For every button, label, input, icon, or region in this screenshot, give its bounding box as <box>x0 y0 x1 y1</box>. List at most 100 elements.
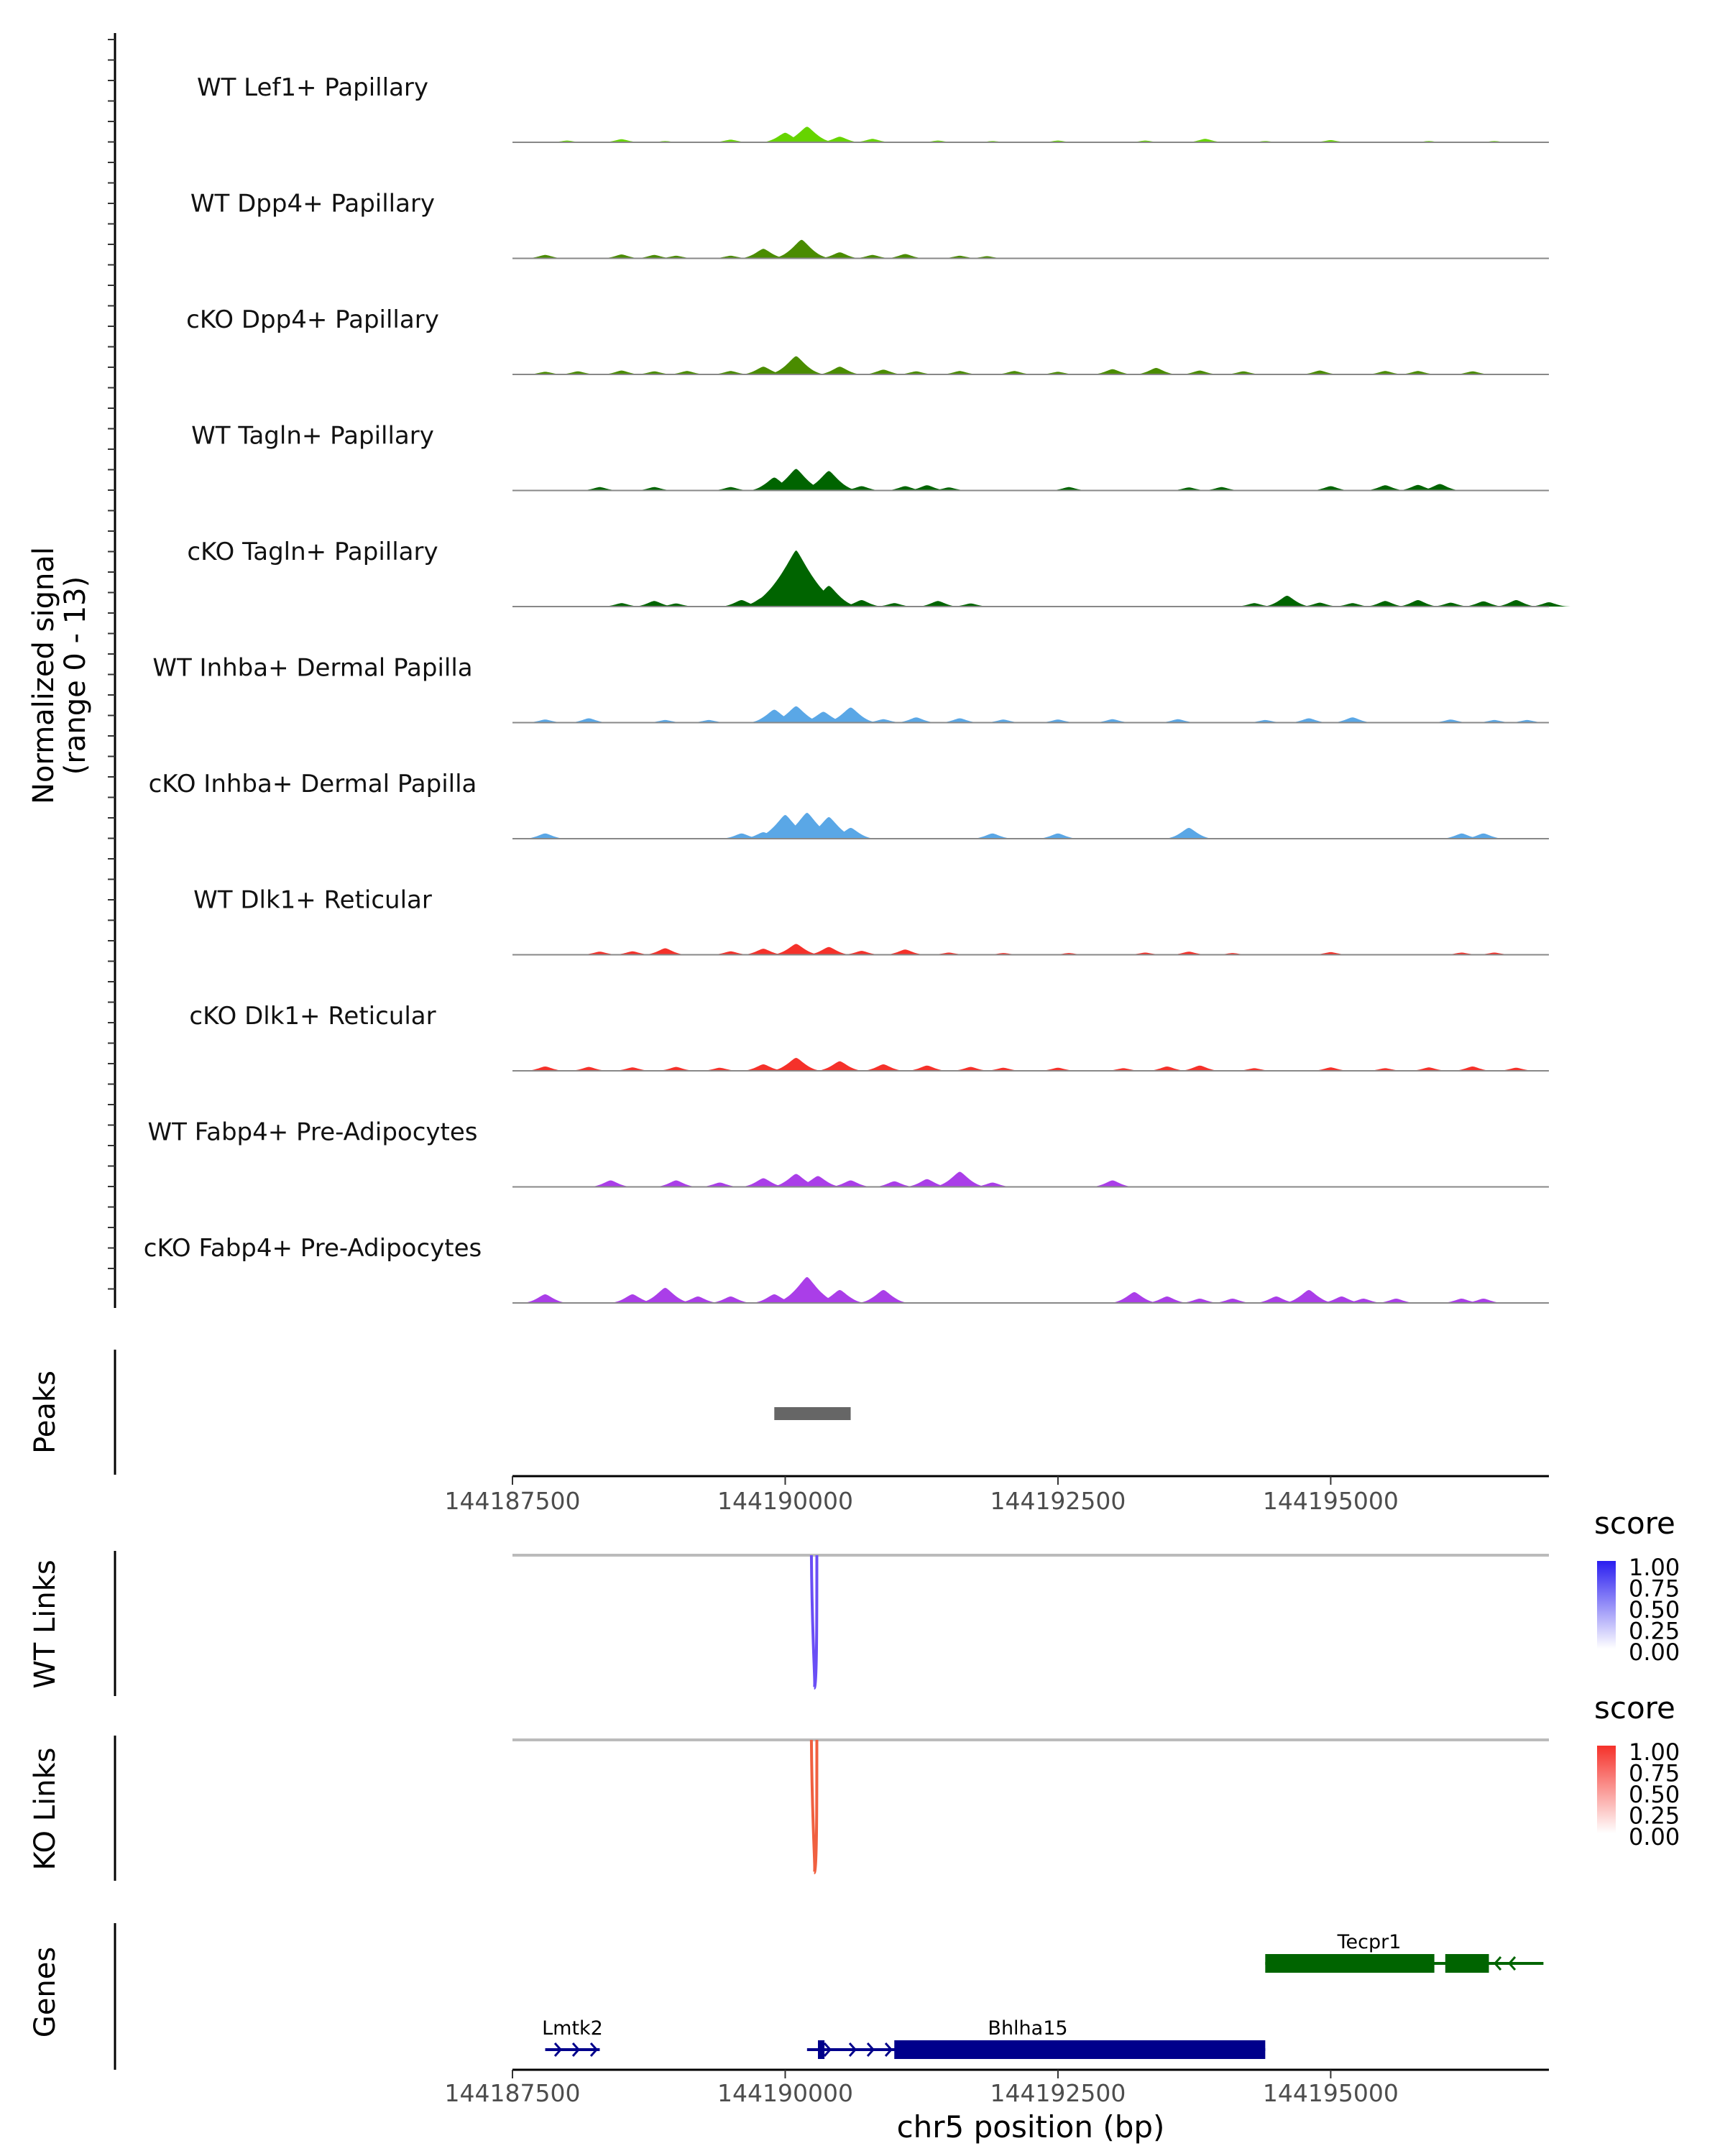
x-tick-label: 144187500 <box>445 2079 581 2107</box>
track-signal <box>587 1171 1136 1187</box>
peak-region <box>774 1407 851 1420</box>
legend-tick-label: 0.75 <box>1629 1760 1680 1787</box>
coverage-peak <box>740 949 786 955</box>
track-label: cKO Dlk1+ Reticular <box>189 1002 436 1031</box>
coverage-peak <box>840 951 883 955</box>
coverage-peak <box>883 254 927 259</box>
coverage-panel: Normalized signal(range 0 - 13) WT Lef1+ … <box>27 33 1570 1308</box>
coverage-peak <box>633 371 676 374</box>
legend-tick-label: 0.75 <box>1629 1575 1680 1603</box>
coverage-peak <box>600 370 643 374</box>
coverage-peak <box>1144 1296 1190 1303</box>
coverage-peak <box>1461 601 1506 607</box>
peaks-panel: Peaks 144187500 144190000 144192500 14419500… <box>29 1350 1549 1515</box>
genes-panel: Genes Tecpr1 Lmtk2 Bhlha15 144187500 14419000… <box>29 1923 1549 2145</box>
coverage-peak <box>1429 602 1472 607</box>
coverage-peak <box>949 603 992 607</box>
coverage-peak <box>938 718 982 723</box>
coverage-peak <box>1133 368 1179 374</box>
coverage-peak <box>633 254 676 259</box>
coverage-peak <box>1495 1067 1537 1071</box>
coverage-peak <box>1374 1299 1418 1303</box>
gene-exon <box>818 2040 825 2059</box>
coverage-peak <box>1047 487 1090 491</box>
coverage-peak <box>739 1178 788 1187</box>
coverage-peak <box>520 1294 570 1303</box>
coverage-peak <box>1177 1065 1223 1071</box>
coverage-peak <box>611 1067 654 1071</box>
coverage-peak <box>770 239 833 259</box>
strand-arrow <box>553 2042 563 2057</box>
coverage-peak <box>797 471 861 491</box>
coverage-peak <box>792 1176 845 1187</box>
coverage-peak <box>905 485 949 491</box>
legend-tick-label: 0.50 <box>1629 1596 1680 1623</box>
coverage-peak <box>1282 1290 1337 1303</box>
coverage-peak <box>1036 833 1080 839</box>
coverage-peak <box>632 601 677 607</box>
strand-arrow <box>848 2042 857 2057</box>
coverage-peak <box>698 1182 742 1187</box>
coverage-peak <box>827 1180 874 1187</box>
coverage-peak <box>1363 601 1408 607</box>
coverage-peak <box>903 1179 951 1187</box>
coverage-peak <box>817 137 862 142</box>
coverage-peak <box>607 1294 657 1303</box>
coverage-peak <box>1451 371 1494 374</box>
coverage-peak <box>709 371 752 374</box>
coverage-peak <box>812 1290 868 1303</box>
coverage-peak <box>970 833 1015 839</box>
coverage-peak <box>770 944 822 955</box>
coverage-peak <box>524 254 566 259</box>
coverage-peak <box>1397 371 1440 374</box>
gene-exon <box>1265 1954 1435 1973</box>
coverage-peak <box>707 1296 754 1303</box>
coverage-peak <box>523 833 568 839</box>
coverage-peak <box>655 603 697 607</box>
coverage-peak <box>1168 487 1210 491</box>
coverage-peak <box>931 1171 989 1187</box>
coverage-peak <box>1253 1296 1300 1303</box>
coverage-peak <box>814 1061 865 1071</box>
coverage-peak <box>567 718 611 723</box>
coverage-peak <box>1330 717 1375 723</box>
coverage-peak <box>778 126 837 142</box>
coverage-peak <box>738 249 788 259</box>
coverage-peak <box>766 706 826 723</box>
coverage-peak <box>822 707 880 723</box>
coverage-peak <box>1163 828 1215 839</box>
y-axis-label-line: Normalized signal <box>27 547 60 804</box>
x-tick-label: 144190000 <box>717 2079 853 2107</box>
coverage-peak <box>1108 1292 1161 1303</box>
gene-name: Lmtk2 <box>542 2017 603 2040</box>
coverage-peak <box>600 603 643 607</box>
coverage-peak <box>1178 370 1221 374</box>
coverage-peak <box>587 1180 634 1187</box>
coverage-peak <box>861 369 906 374</box>
coverage-peak <box>523 1067 567 1071</box>
coverage-peak <box>1310 1067 1352 1071</box>
coverage-peak <box>1184 139 1227 142</box>
track-signal <box>523 1058 1537 1071</box>
coverage-peak <box>740 1064 787 1071</box>
strand-arrow <box>884 2042 893 2057</box>
x-tick-label-top: 144187500 <box>445 1487 581 1515</box>
strand-arrow <box>1507 1956 1517 1971</box>
coverage-peak <box>1168 952 1210 955</box>
coverage-peak <box>1298 602 1341 607</box>
coverage-peak <box>1430 719 1472 723</box>
track-signal <box>600 550 1570 607</box>
coverage-peak <box>675 1296 722 1303</box>
coverage-peak <box>970 1182 1014 1187</box>
coverage-peak <box>856 1290 911 1303</box>
coverage-peak <box>1417 484 1463 491</box>
coverage-peak <box>804 946 853 955</box>
coverage-peak <box>1037 719 1079 723</box>
coverage-peak <box>557 371 599 374</box>
track-label: cKO Dpp4+ Papillary <box>186 305 439 334</box>
legend-tick-label: 1.00 <box>1629 1738 1680 1766</box>
coverage-peak <box>642 948 689 955</box>
gene-exon <box>1445 1954 1489 1973</box>
coverage-peak <box>983 719 1024 723</box>
